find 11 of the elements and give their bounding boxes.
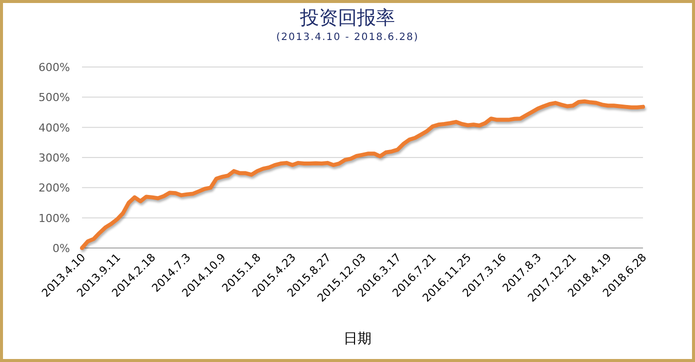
y-tick-label: 0% [52, 242, 70, 255]
y-tick-label: 400% [38, 121, 70, 134]
chart-subtitle: (2013.4.10 - 2018.6.28) [276, 32, 419, 43]
y-tick-label: 500% [38, 91, 70, 104]
y-tick-label: 200% [38, 182, 70, 195]
x-axis-title: 日期 [344, 331, 372, 347]
y-tick-label: 600% [38, 61, 70, 74]
chart-title: 投资回报率 [299, 7, 395, 29]
y-tick-label: 100% [38, 212, 70, 225]
y-tick-label: 300% [38, 152, 70, 164]
line-series [80, 99, 645, 250]
